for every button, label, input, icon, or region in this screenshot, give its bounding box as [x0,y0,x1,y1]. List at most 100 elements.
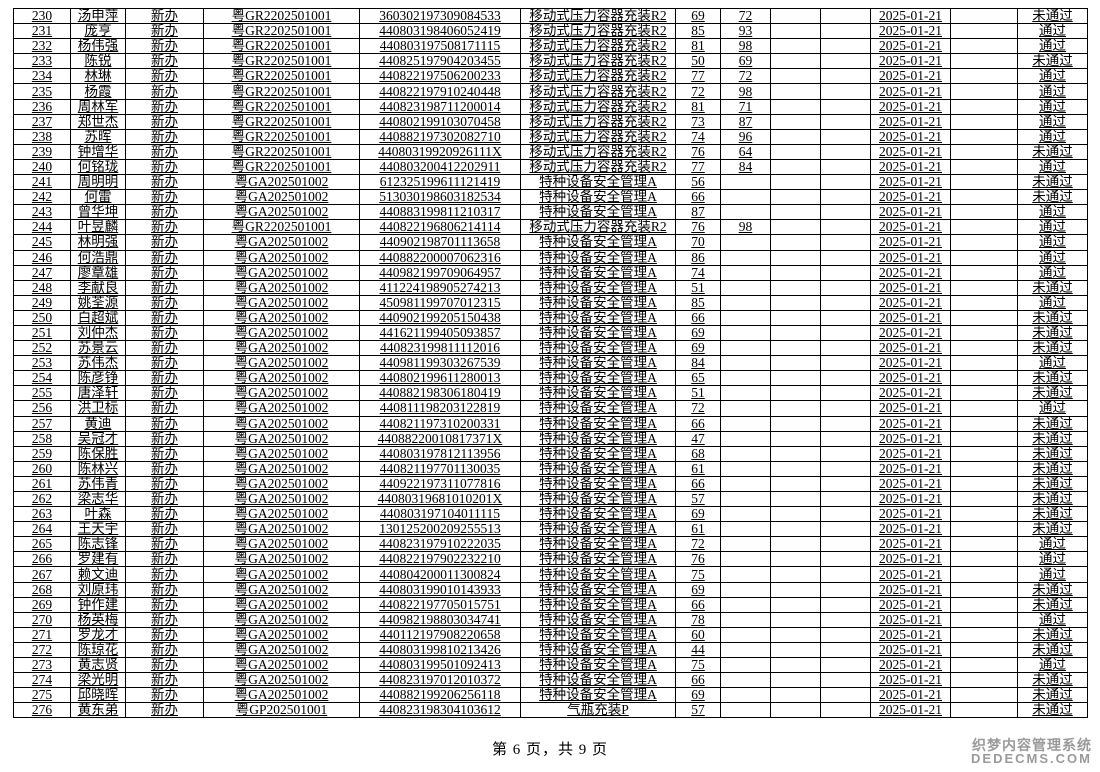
blank [950,641,1018,659]
id-number: 440803199501092413 [359,657,521,674]
candidate-name: 陈保胜 [70,445,126,462]
blank [770,460,821,477]
candidate-name: 洪卫标 [70,400,126,417]
blank [820,189,871,206]
apply-type: 新办 [125,279,204,296]
blank [820,415,871,432]
exam-subject: 特种设备安全管理A [520,521,676,538]
row-number: 266 [13,551,71,568]
exam-subject: 移动式压力容器充装R2 [520,68,676,85]
exam-subject: 移动式压力容器充装R2 [520,38,676,55]
watermark-text-cn: 织梦内容管理系统 [972,737,1092,753]
blank [770,158,821,176]
blank [770,566,821,583]
apply-type: 新办 [125,249,204,266]
plan-code: 粤GA202501002 [203,279,360,296]
table-row: 230 汤申萍 新办 粤GR2202501001 360302197309084533 移… [13,7,1088,25]
exam-result: 未通过 [1017,506,1088,523]
plan-code: 粤GA202501002 [203,596,360,613]
score-1: 57 [675,490,721,508]
score-1: 56 [675,174,721,191]
blank [820,536,871,553]
score-1: 85 [675,23,721,40]
exam-subject: 特种设备安全管理A [520,536,676,553]
exam-date: 2025-01-21 [870,249,951,266]
id-number: 440112197908220658 [359,626,521,643]
table-row: 250 白超斌 新办 粤GA202501002 440902199205150438 特种… [13,309,1088,326]
id-number: 44088220010817371X [359,430,521,447]
row-number: 242 [13,189,71,206]
plan-code: 粤GR2202501001 [203,38,360,55]
candidate-name: 叶昱麟 [70,219,126,236]
candidate-name: 林琳 [70,68,126,85]
plan-code: 粤GR2202501001 [203,7,360,25]
exam-date: 2025-01-21 [870,7,951,25]
exam-subject: 特种设备安全管理A [520,641,676,659]
score-2 [720,611,771,628]
candidate-name: 曾华坤 [70,204,126,221]
plan-code: 粤GR2202501001 [203,68,360,85]
table-row: 233 陈锐 新办 粤GR2202501001 440825197904203455 移动… [13,53,1088,70]
plan-code: 粤GR2202501001 [203,83,360,100]
table-row: 256 洪卫标 新办 粤GA202501002 440811198203122819 特种… [13,400,1088,417]
blank [950,128,1018,145]
blank [950,702,1018,719]
score-2: 72 [720,7,771,25]
score-2 [720,475,771,493]
row-number: 237 [13,113,71,130]
exam-date: 2025-01-21 [870,113,951,130]
exam-subject: 特种设备安全管理A [520,581,676,598]
exam-result: 通过 [1017,128,1088,145]
row-number: 248 [13,279,71,296]
row-number: 231 [13,23,71,40]
exam-result: 通过 [1017,68,1088,85]
row-number: 232 [13,38,71,55]
score-1: 66 [675,415,721,432]
score-2 [720,234,771,251]
exam-date: 2025-01-21 [870,68,951,85]
exam-subject: 特种设备安全管理A [520,279,676,296]
exam-date: 2025-01-21 [870,596,951,613]
blank [770,551,821,568]
exam-subject: 特种设备安全管理A [520,385,676,402]
id-number: 440802199611280013 [359,370,521,387]
plan-code: 粤GA202501002 [203,657,360,674]
id-number: 440811198203122819 [359,400,521,417]
exam-date: 2025-01-21 [870,355,951,372]
score-1: 51 [675,279,721,296]
candidate-name: 叶森 [70,506,126,523]
score-2: 96 [720,128,771,145]
candidate-name: 何浩鼎 [70,249,126,266]
row-number: 253 [13,355,71,372]
plan-code: 粤GA202501002 [203,687,360,704]
score-2 [720,355,771,372]
score-1: 85 [675,294,721,311]
blank [820,158,871,176]
blank [950,551,1018,568]
row-number: 246 [13,249,71,266]
exam-result: 通过 [1017,234,1088,251]
exam-date: 2025-01-21 [870,158,951,176]
id-number: 440882200007062316 [359,249,521,266]
exam-date: 2025-01-21 [870,53,951,70]
score-2 [720,204,771,221]
candidate-name: 李献良 [70,279,126,296]
blank [950,174,1018,191]
blank [950,7,1018,25]
score-2 [720,551,771,568]
exam-date: 2025-01-21 [870,143,951,160]
row-number: 257 [13,415,71,432]
exam-result: 未通过 [1017,415,1088,432]
exam-result: 通过 [1017,249,1088,266]
candidate-name: 罗龙才 [70,626,126,643]
blank [820,68,871,85]
exam-subject: 特种设备安全管理A [520,400,676,417]
plan-code: 粤GA202501002 [203,445,360,462]
exam-subject: 特种设备安全管理A [520,415,676,432]
row-number: 245 [13,234,71,251]
score-2 [720,460,771,477]
exam-date: 2025-01-21 [870,490,951,508]
exam-date: 2025-01-21 [870,128,951,145]
exam-subject: 特种设备安全管理A [520,355,676,372]
blank [770,611,821,628]
